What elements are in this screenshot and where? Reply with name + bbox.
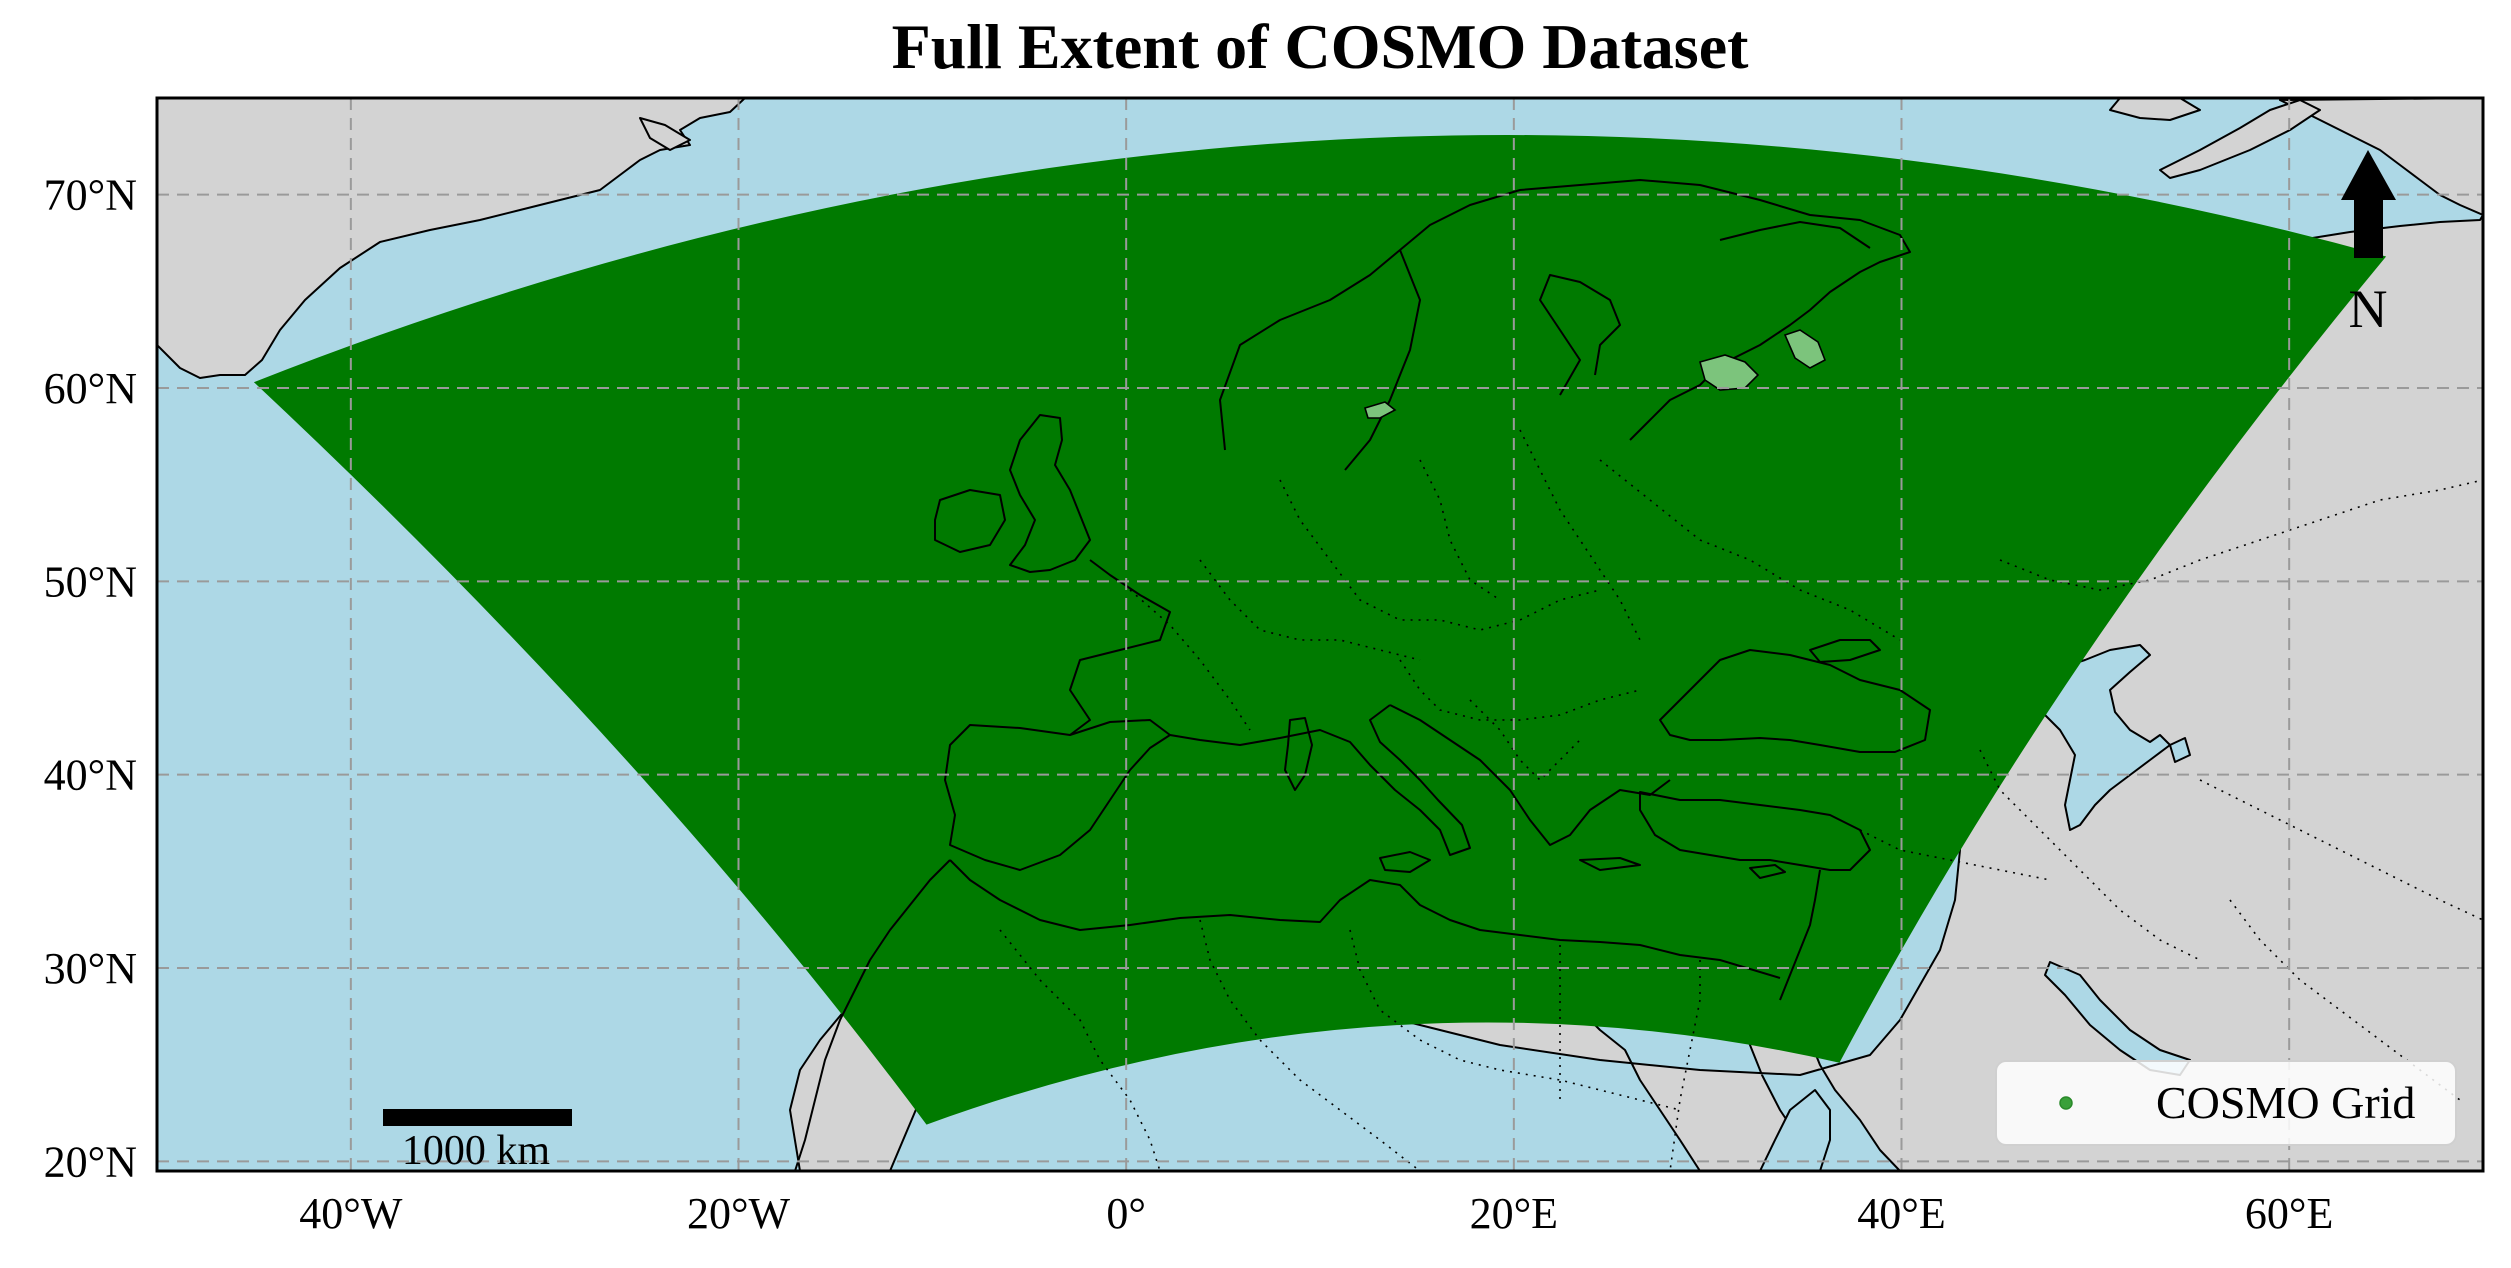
aral-sea xyxy=(2169,737,2191,763)
y-tick-labels: 70°N 60°N 50°N 40°N 30°N 20°N xyxy=(44,171,137,1187)
x-tick-label: 40°W xyxy=(299,1189,403,1238)
balkans-coastline xyxy=(1389,704,1671,846)
domain-lakes xyxy=(1364,329,1827,419)
crete xyxy=(1579,857,1641,871)
anatolia-coastline xyxy=(1639,791,1871,871)
legend: COSMO Grid xyxy=(1995,1060,2457,1146)
x-tick-label: 20°W xyxy=(687,1189,791,1238)
north-arrow-shaft xyxy=(2354,196,2383,258)
graticule xyxy=(157,98,2483,1171)
cosmo-domain-area xyxy=(253,135,2387,1125)
land-masses xyxy=(157,98,2483,1171)
y-tick-label: 70°N xyxy=(44,171,137,220)
black-sea-coastline xyxy=(1659,649,1931,753)
lake-onega xyxy=(1783,329,1827,369)
map-area xyxy=(157,98,2483,1171)
scale-bar-label: 1000 km xyxy=(402,1128,551,1174)
north-arrow-label: N xyxy=(2349,279,2388,339)
y-tick-label: 60°N xyxy=(44,364,137,413)
azov-coastline xyxy=(1809,639,1881,663)
scale-bar: 1000 km xyxy=(383,1109,572,1174)
legend-box xyxy=(1995,1060,2457,1146)
x-tick-label: 40°E xyxy=(1857,1189,1945,1238)
scandinavia-coastline xyxy=(1219,179,1911,451)
west-africa-coastline xyxy=(794,859,951,1171)
scale-bar-line xyxy=(383,1109,572,1126)
x-tick-label: 0° xyxy=(1106,1189,1146,1238)
cyprus xyxy=(1749,864,1786,879)
north-africa-coastline xyxy=(949,859,1781,979)
sweden-norway-border xyxy=(1344,249,1421,471)
sicily xyxy=(1379,851,1431,873)
map-title: Full Extent of COSMO Dataset xyxy=(892,11,1750,82)
kola-coastline xyxy=(1719,221,1871,249)
iberia-coastline xyxy=(944,719,1171,871)
north-arrow: N xyxy=(2341,150,2396,339)
arctic-islands-landmass xyxy=(2109,98,2201,121)
coastline-outlines xyxy=(794,179,2483,1171)
y-tick-label: 40°N xyxy=(44,751,137,800)
lake-ladoga xyxy=(1699,354,1760,391)
y-tick-label: 50°N xyxy=(44,557,137,606)
greenland-landmass xyxy=(157,98,746,379)
levant-coastline xyxy=(1779,869,1821,1001)
britain-coastline xyxy=(1009,414,1091,573)
north-arrow-icon xyxy=(2341,150,2396,200)
y-tick-label: 20°N xyxy=(44,1137,137,1186)
x-tick-label: 60°E xyxy=(2245,1189,2333,1238)
legend-marker-icon xyxy=(2059,1096,2073,1110)
plot-frame xyxy=(155,96,2485,1173)
ireland-coastline xyxy=(934,489,1006,553)
x-tick-labels: 40°W 20°W 0° 20°E 40°E 60°E xyxy=(299,1189,2333,1238)
finland-coastline xyxy=(1539,274,1621,396)
lake-vanern xyxy=(1364,401,1397,419)
legend-label: COSMO Grid xyxy=(2156,1077,2415,1128)
sardinia-corsica xyxy=(1284,717,1313,791)
svalbard-landmass xyxy=(639,117,691,151)
red-sea xyxy=(1759,1089,1831,1171)
y-tick-label: 30°N xyxy=(44,944,137,993)
novaya-zemlya-landmass xyxy=(2159,99,2321,179)
western-europe-coastline xyxy=(1069,559,1171,736)
x-tick-label: 20°E xyxy=(1470,1189,1558,1238)
france-italy-coastline xyxy=(1169,704,1471,856)
